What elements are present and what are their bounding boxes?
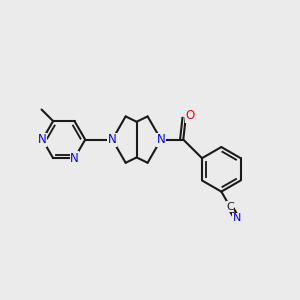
Text: N: N <box>38 133 47 146</box>
Text: O: O <box>185 109 195 122</box>
Text: N: N <box>70 152 79 165</box>
Text: N: N <box>232 213 241 223</box>
Text: N: N <box>157 133 165 146</box>
Text: C: C <box>226 202 234 212</box>
Text: N: N <box>108 133 117 146</box>
